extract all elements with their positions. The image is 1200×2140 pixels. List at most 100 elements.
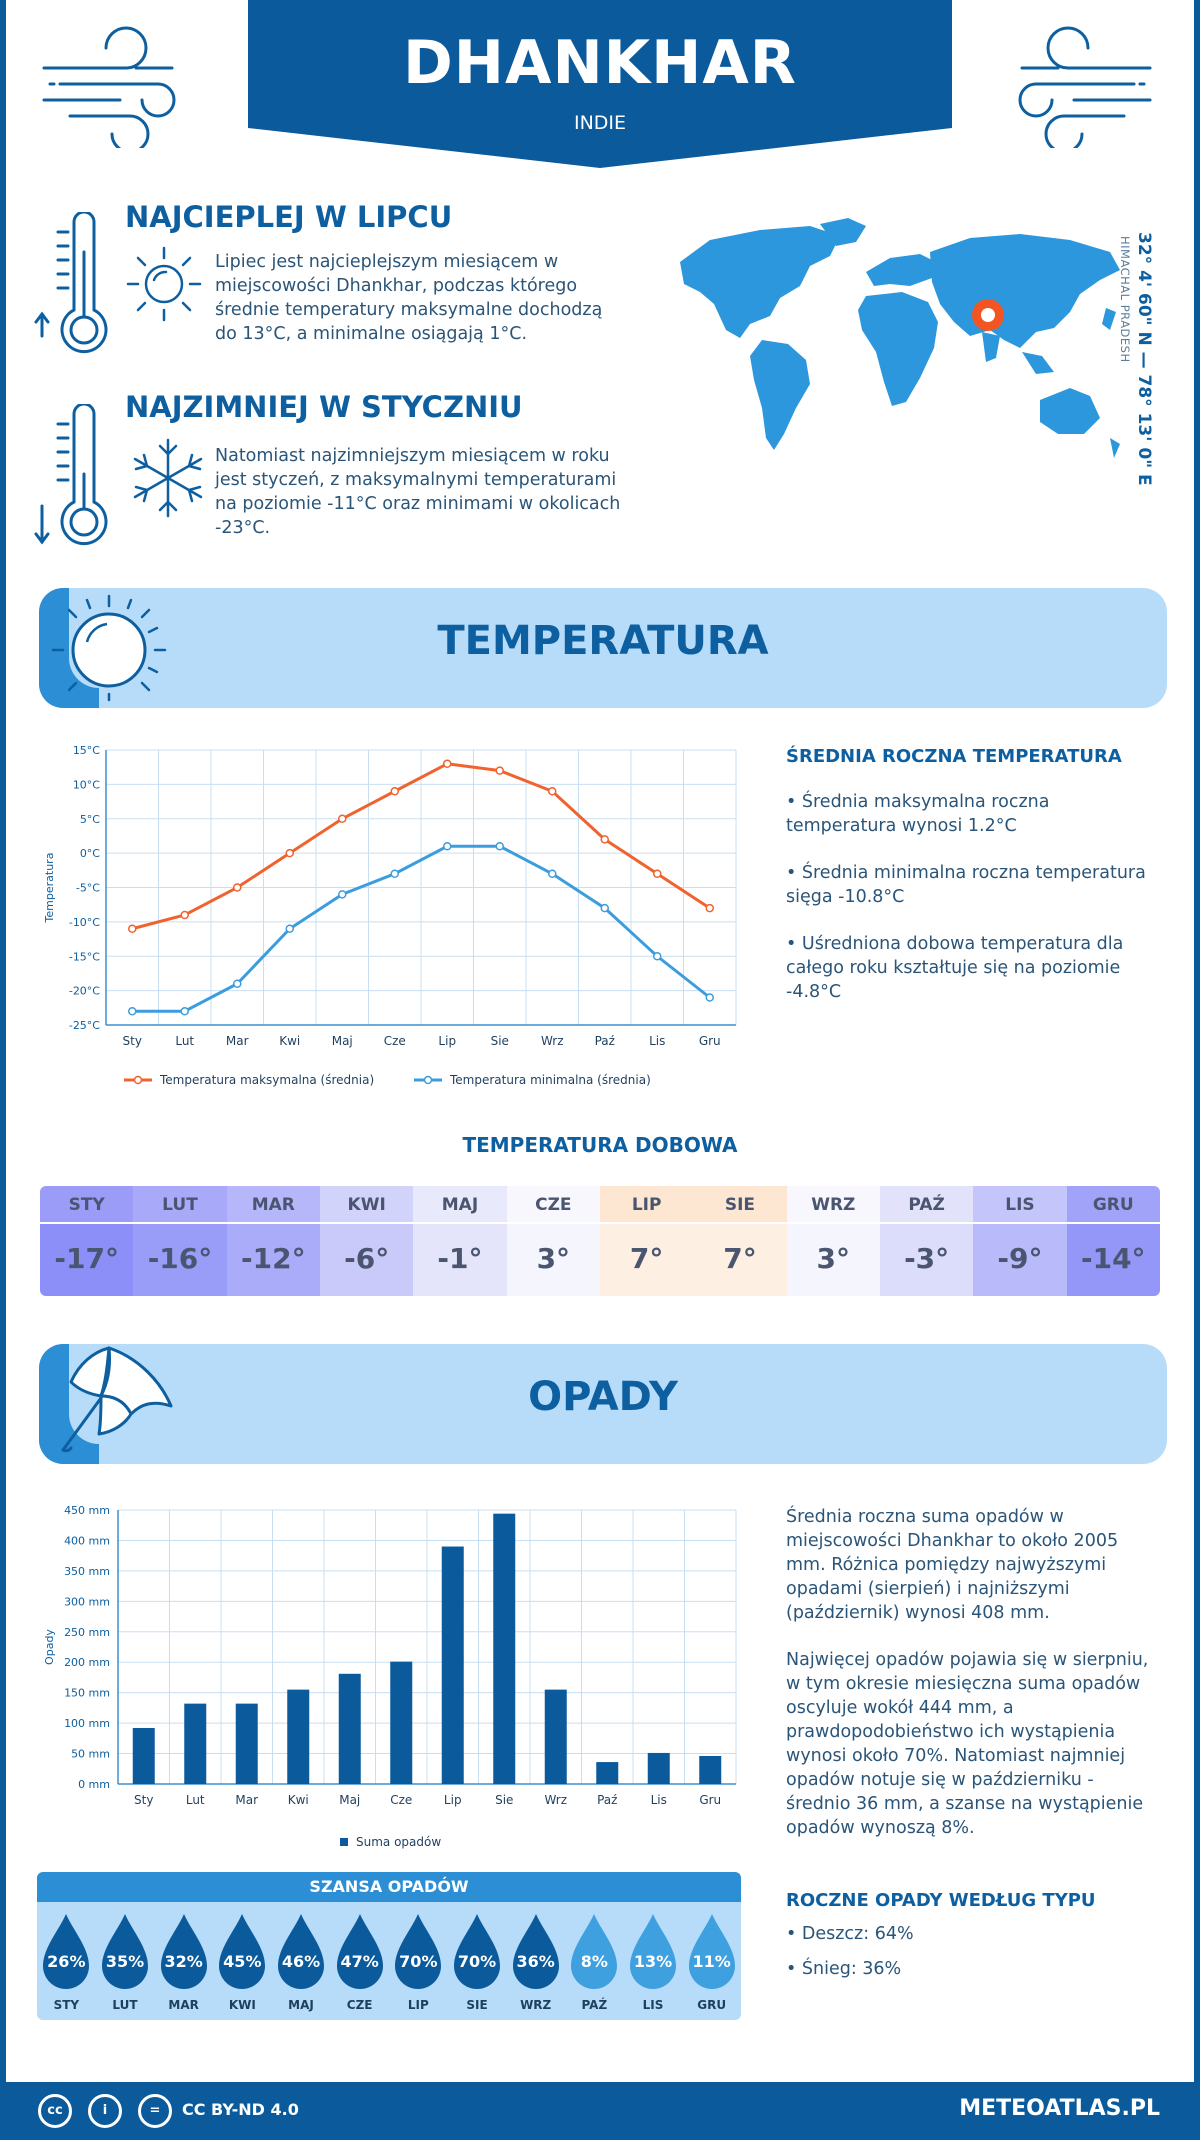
daily-temp-value: -12°	[226, 1224, 320, 1296]
footer: cc i = CC BY-ND 4.0 METEOATLAS.PL	[0, 2082, 1200, 2140]
precip-chance-item: 26% STY	[39, 1912, 93, 2012]
wind-icon-right	[1018, 26, 1152, 148]
precip-bar	[338, 1673, 361, 1784]
precip-x-tick: Lip	[444, 1793, 462, 1807]
temp-x-tick: Cze	[384, 1034, 406, 1048]
precip-chance-month: PAŹ	[581, 1998, 608, 2012]
temp-y-tick: -20°C	[69, 985, 100, 998]
daily-temp-cell: MAR -12°	[226, 1186, 320, 1296]
precip-chance-item: 70% LIP	[391, 1912, 445, 2012]
sun-icon	[126, 246, 202, 322]
snowflake-icon	[133, 438, 203, 518]
precip-chance-month: LUT	[112, 1998, 138, 2012]
precip-detail-text: Najwięcej opadów pojawia się w sierpniu,…	[786, 1650, 1149, 1838]
temp-y-tick: -25°C	[69, 1019, 100, 1032]
precip-x-tick: Sie	[495, 1793, 513, 1807]
precip-chance-value: 32%	[164, 1952, 203, 1971]
temp-min-point	[180, 1007, 189, 1016]
precip-chance-month: SIE	[466, 1998, 488, 2012]
daily-temp-value: 7°	[693, 1224, 787, 1296]
daily-temp-month: CZE	[506, 1186, 600, 1224]
raindrop-icon	[336, 1914, 383, 1989]
precip-type-title: ROCZNE OPADY WEDŁUG TYPU	[786, 1890, 1096, 1911]
daily-temp-cell: SIE 7°	[693, 1186, 787, 1296]
precip-chance-item: 45% KWI	[215, 1912, 269, 2012]
temperature-banner: TEMPERATURA	[39, 588, 1167, 708]
precip-y-tick: 200 mm	[64, 1656, 110, 1669]
precip-chance-value: 13%	[633, 1952, 673, 1971]
precip-chance-item: 32% MAR	[157, 1912, 211, 2012]
precip-bar	[235, 1703, 258, 1784]
raindrop-icon	[454, 1914, 500, 1989]
precip-bar	[390, 1661, 413, 1784]
temp-legend-label: Temperatura minimalna (średnia)	[449, 1073, 651, 1087]
no-derivatives-icon: =	[138, 2094, 172, 2128]
daily-temp-cell: LUT -16°	[133, 1186, 227, 1296]
precip-chance-value: 47%	[340, 1952, 379, 1971]
temp-bullet-avg: • Uśredniona dobowa temperatura dla całe…	[786, 934, 1124, 1002]
daily-temp-value: -6°	[319, 1224, 414, 1296]
temp-max-point	[705, 903, 714, 913]
city-name: DHANKHAR	[402, 28, 797, 98]
precip-y-tick: 350 mm	[64, 1565, 110, 1578]
daily-temp-cell: GRU -14°	[1066, 1186, 1160, 1296]
precip-type-snow: • Śnieg: 36%	[786, 1959, 902, 1979]
umbrella-icon	[61, 1346, 173, 1453]
temp-min-line	[132, 844, 711, 1013]
precip-bar	[287, 1689, 310, 1784]
daily-temp-month: MAJ	[413, 1186, 507, 1224]
daily-temp-month: WRZ	[786, 1186, 880, 1224]
temp-y-label: Temperatura	[43, 853, 56, 924]
precipitation-chart: 450 mm 400 mm 350 mm 300 mm 250 mm 200 mm 150 …	[43, 1504, 737, 1849]
precip-x-tick: Sty	[134, 1793, 153, 1807]
precip-y-tick: 400 mm	[64, 1534, 110, 1547]
daily-temp-cell: MAJ -1°	[413, 1186, 507, 1296]
precip-chance-item: 8% PAŹ	[567, 1912, 621, 2012]
precip-bar	[493, 1513, 516, 1784]
temp-y-tick: -5°C	[76, 882, 100, 895]
precip-bar	[544, 1689, 567, 1784]
precip-chance-month: LIP	[407, 1998, 429, 2012]
daily-temp-cell: KWI -6°	[319, 1186, 414, 1296]
daily-temp-month: LUT	[133, 1186, 227, 1224]
precip-chance-item: 35% LUT	[98, 1912, 152, 2012]
precip-chance-item: 36% WRZ	[509, 1912, 563, 2012]
title-banner-shape	[248, 0, 952, 168]
temp-x-tick: Lip	[438, 1034, 456, 1048]
raindrop-icon	[688, 1914, 735, 1989]
temp-bullet-min: • Średnia minimalna roczna temperatura s…	[786, 863, 1146, 907]
precip-bar	[699, 1755, 722, 1784]
precip-x-tick: Gru	[699, 1793, 721, 1807]
temp-y-tick: 10°C	[73, 778, 100, 791]
temp-max-point	[600, 835, 609, 844]
temp-x-tick: Lis	[649, 1034, 665, 1048]
temp-y-tick: 0°C	[80, 847, 100, 860]
precip-y-tick: 150 mm	[64, 1687, 110, 1700]
precip-bar	[132, 1727, 155, 1784]
temp-max-point	[653, 869, 662, 878]
country-name: INDIE	[573, 112, 627, 134]
precip-y-tick: 250 mm	[64, 1626, 110, 1639]
temp-y-tick: 15°C	[73, 744, 100, 757]
precip-y-tick: 300 mm	[64, 1595, 110, 1608]
coldest-text: Natomiast najzimniejszym miesiącem w rok…	[215, 446, 621, 538]
precip-chance-value: 36%	[516, 1952, 555, 1971]
raindrop-icon	[395, 1914, 442, 1989]
temp-min-point	[548, 869, 557, 878]
precip-chance-value: 8%	[580, 1952, 608, 1971]
temp-max-point	[548, 787, 557, 796]
precip-chance-value: 35%	[105, 1952, 145, 1971]
temp-min-point	[600, 903, 609, 913]
wind-icon	[42, 26, 176, 148]
raindrop-icon	[512, 1914, 559, 1989]
temp-y-tick: -15°C	[69, 950, 100, 963]
site-link[interactable]: METEOATLAS.PL	[959, 2096, 1160, 2121]
temp-min-point	[128, 1007, 137, 1016]
precip-chance-title: SZANSA OPADÓW	[37, 1872, 741, 1902]
thermometer-down-icon	[34, 404, 108, 546]
precip-x-tick: Wrz	[544, 1793, 567, 1807]
precip-type-rain: • Deszcz: 64%	[786, 1924, 914, 1944]
precip-x-tick: Cze	[390, 1793, 412, 1807]
raindrop-icon	[219, 1914, 266, 1989]
raindrop-icon	[571, 1914, 618, 1989]
